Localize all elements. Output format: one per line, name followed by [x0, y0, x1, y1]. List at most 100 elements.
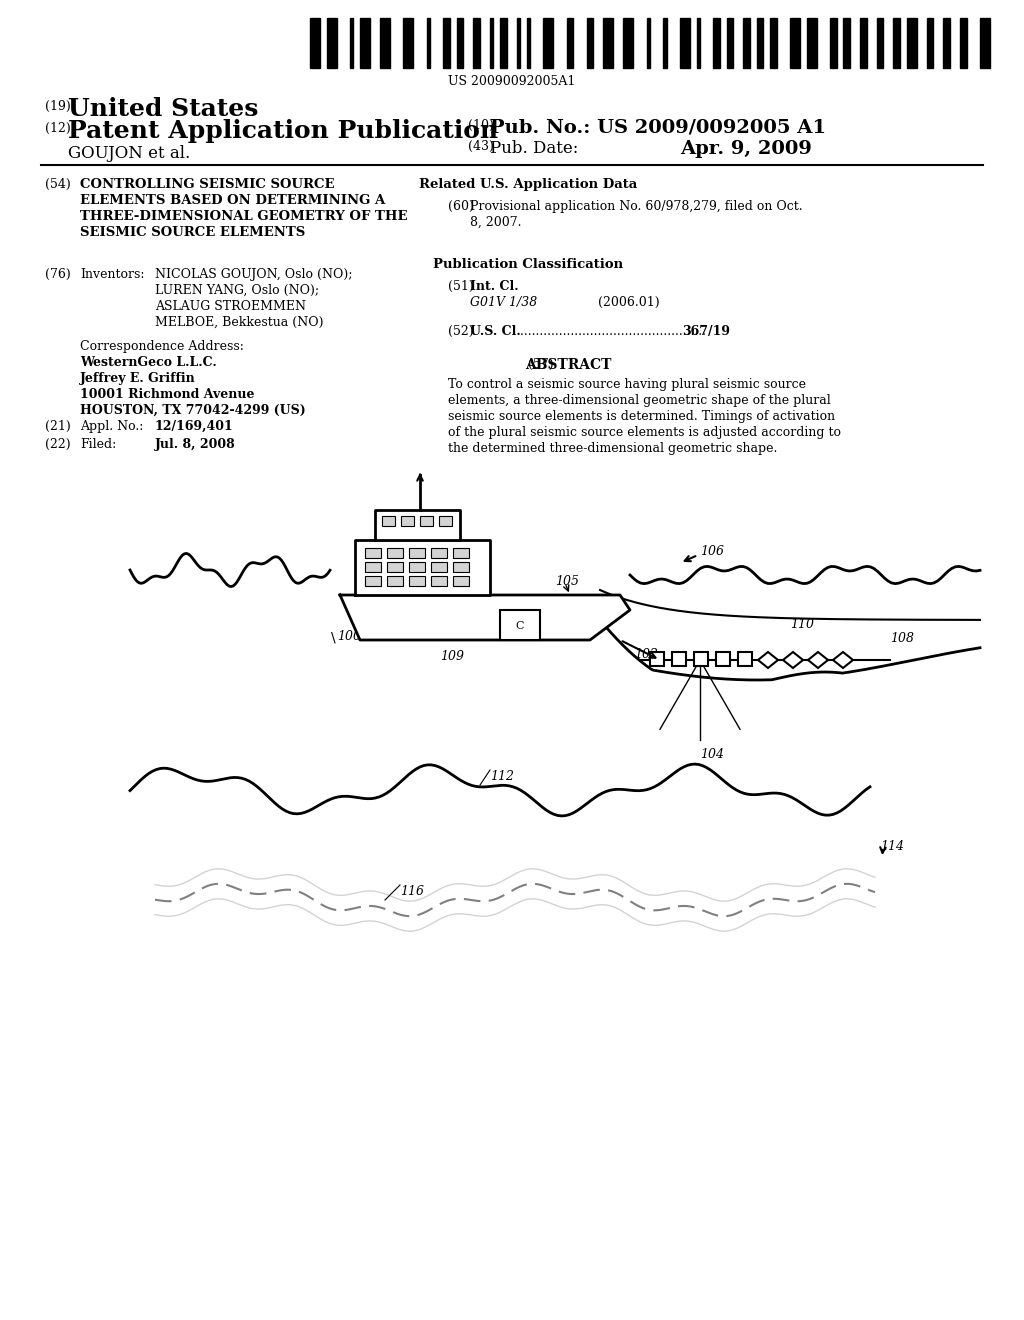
Text: 100: 100	[337, 630, 361, 643]
Text: (43): (43)	[468, 140, 494, 153]
Bar	[650, 652, 664, 667]
Text: ASLAUG STROEMMEN: ASLAUG STROEMMEN	[155, 300, 306, 313]
Text: (52): (52)	[449, 325, 474, 338]
Bar	[453, 576, 469, 586]
Bar	[431, 548, 447, 558]
Bar	[517, 18, 520, 69]
Bar	[365, 562, 381, 572]
Bar	[453, 548, 469, 558]
Bar	[727, 18, 733, 69]
Bar	[457, 18, 463, 69]
Text: Pub. Date:: Pub. Date:	[490, 140, 579, 157]
Text: Patent Application Publication: Patent Application Publication	[68, 119, 498, 143]
Bar	[427, 18, 430, 69]
Text: (54): (54)	[45, 178, 71, 191]
Text: (21): (21)	[45, 420, 71, 433]
Text: elements, a three-dimensional geometric shape of the plural: elements, a three-dimensional geometric …	[449, 393, 830, 407]
Text: 12/169,401: 12/169,401	[155, 420, 233, 433]
Bar	[409, 548, 425, 558]
Polygon shape	[375, 510, 460, 540]
Bar	[587, 18, 593, 69]
Text: (57): (57)	[528, 358, 554, 371]
Bar	[365, 576, 381, 586]
Text: 10001 Richmond Avenue: 10001 Richmond Avenue	[80, 388, 255, 401]
Bar	[387, 562, 403, 572]
Bar	[906, 18, 916, 69]
Bar	[420, 516, 433, 525]
Text: Pub. No.: US 2009/0092005 A1: Pub. No.: US 2009/0092005 A1	[490, 119, 826, 137]
Text: G01V 1/38: G01V 1/38	[470, 296, 538, 309]
Bar	[453, 562, 469, 572]
Bar	[387, 548, 403, 558]
Text: 109: 109	[440, 649, 464, 663]
Text: Filed:: Filed:	[80, 438, 117, 451]
Bar	[664, 18, 667, 69]
Text: the determined three-dimensional geometric shape.: the determined three-dimensional geometr…	[449, 442, 777, 455]
Text: U.S. Cl.: U.S. Cl.	[470, 325, 521, 338]
Text: Related U.S. Application Data: Related U.S. Application Data	[419, 178, 637, 191]
Bar	[431, 562, 447, 572]
Bar	[694, 652, 708, 667]
Text: GOUJON et al.: GOUJON et al.	[68, 145, 190, 162]
Bar	[877, 18, 884, 69]
Bar	[431, 576, 447, 586]
Text: ................................................: ........................................…	[516, 325, 706, 338]
Bar	[365, 548, 381, 558]
Text: C: C	[516, 620, 524, 631]
Bar	[714, 18, 720, 69]
Bar	[680, 18, 690, 69]
Bar	[473, 18, 480, 69]
Text: Appl. No.:: Appl. No.:	[80, 420, 143, 433]
Text: Publication Classification: Publication Classification	[433, 257, 623, 271]
Bar	[544, 18, 553, 69]
Bar	[409, 576, 425, 586]
Text: CONTROLLING SEISMIC SOURCE: CONTROLLING SEISMIC SOURCE	[80, 178, 335, 191]
Text: Int. Cl.: Int. Cl.	[470, 280, 518, 293]
Bar	[790, 18, 800, 69]
Text: LUREN YANG, Oslo (NO);: LUREN YANG, Oslo (NO);	[155, 284, 319, 297]
Text: 114: 114	[880, 840, 904, 853]
Bar	[943, 18, 950, 69]
Text: Jeffrey E. Griffin: Jeffrey E. Griffin	[80, 372, 196, 385]
Bar	[360, 18, 370, 69]
Text: Inventors:: Inventors:	[80, 268, 144, 281]
Polygon shape	[340, 595, 630, 640]
Bar	[350, 18, 353, 69]
Bar	[807, 18, 817, 69]
Text: 106: 106	[700, 545, 724, 558]
Bar	[738, 652, 752, 667]
Bar	[743, 18, 750, 69]
Text: (22): (22)	[45, 438, 71, 451]
Bar	[624, 18, 633, 69]
Bar	[672, 652, 686, 667]
Bar	[382, 516, 395, 525]
Bar	[830, 18, 837, 69]
Bar	[380, 18, 390, 69]
Bar	[647, 18, 650, 69]
Text: 102: 102	[634, 648, 658, 661]
Bar	[500, 610, 540, 640]
Text: Jul. 8, 2008: Jul. 8, 2008	[155, 438, 236, 451]
Bar	[716, 652, 730, 667]
Text: 104: 104	[700, 748, 724, 762]
Polygon shape	[355, 540, 490, 595]
Text: (76): (76)	[45, 268, 71, 281]
Bar	[603, 18, 613, 69]
Text: NICOLAS GOUJON, Oslo (NO);: NICOLAS GOUJON, Oslo (NO);	[155, 268, 352, 281]
Polygon shape	[833, 652, 853, 668]
Text: Provisional application No. 60/978,279, filed on Oct.: Provisional application No. 60/978,279, …	[470, 201, 803, 213]
Text: seismic source elements is determined. Timings of activation: seismic source elements is determined. T…	[449, 411, 836, 422]
Text: $\mathdefault{\backslash}$: $\mathdefault{\backslash}$	[330, 630, 337, 645]
Text: To control a seismic source having plural seismic source: To control a seismic source having plura…	[449, 378, 806, 391]
Bar	[500, 18, 507, 69]
Text: 105: 105	[555, 576, 579, 587]
Bar	[327, 18, 337, 69]
Bar	[757, 18, 763, 69]
Text: THREE-DIMENSIONAL GEOMETRY OF THE: THREE-DIMENSIONAL GEOMETRY OF THE	[80, 210, 408, 223]
Text: 8, 2007.: 8, 2007.	[470, 216, 521, 228]
Bar	[443, 18, 450, 69]
Polygon shape	[783, 652, 803, 668]
Text: (12): (12)	[45, 121, 71, 135]
Bar	[844, 18, 850, 69]
Bar	[403, 18, 414, 69]
